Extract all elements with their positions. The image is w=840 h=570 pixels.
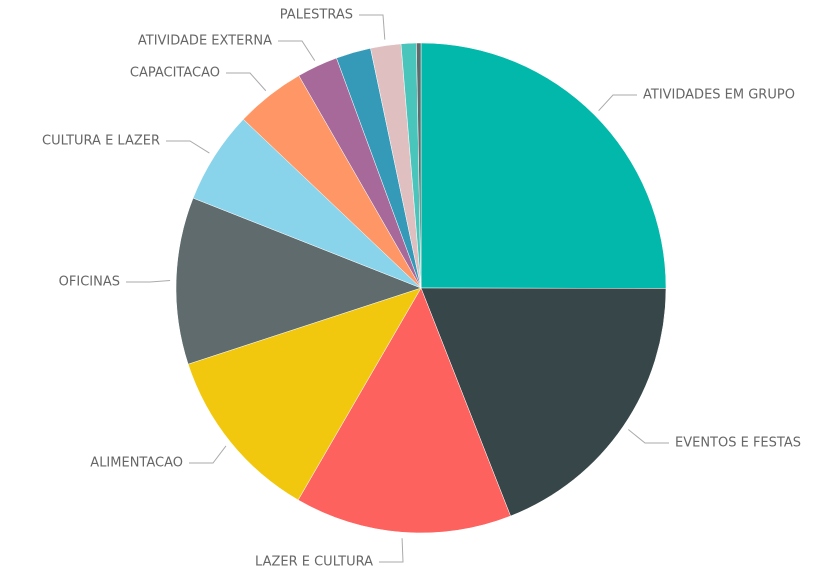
pie-slice [420, 42, 667, 289]
slice-label: ATIVIDADES EM GRUPO [643, 88, 795, 103]
slice-label: LAZER E CULTURA [255, 555, 373, 570]
pie-slice [420, 287, 667, 517]
slice-label: CULTURA E LAZER [42, 134, 160, 149]
pie-slice [416, 42, 422, 289]
leader-line [379, 538, 404, 563]
leader-line [166, 140, 210, 154]
pie-slice [175, 197, 422, 365]
leader-line [627, 429, 669, 444]
leader-line [278, 40, 316, 61]
slice-label: CAPACITACAO [130, 66, 220, 81]
slice-label: PALESTRAS [280, 8, 353, 23]
leader-line [359, 14, 386, 40]
leader-line [126, 280, 171, 283]
slice-label: EVENTOS E FESTAS [675, 436, 801, 451]
leader-line [598, 94, 637, 111]
slice-label: ATIVIDADE EXTERNA [138, 34, 272, 49]
leader-line [226, 72, 267, 92]
slice-label: ALIMENTACAO [90, 456, 183, 471]
slice-label: OFICINAS [59, 275, 120, 290]
pie-slice [187, 287, 422, 501]
leader-line [189, 445, 227, 464]
pie-slice [297, 287, 511, 534]
